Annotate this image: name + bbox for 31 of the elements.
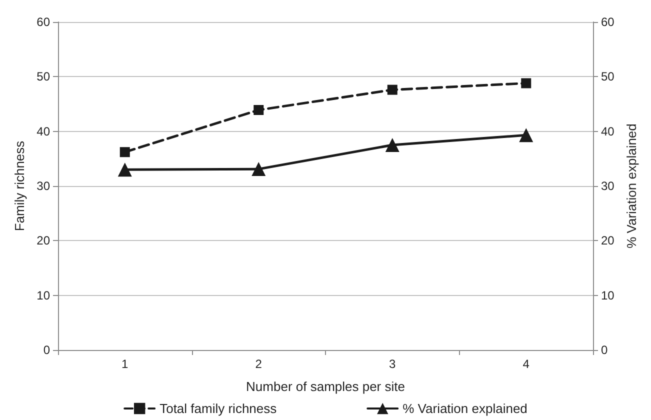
point — [387, 84, 398, 95]
legend-label: Total family richness — [160, 401, 278, 416]
y-tick-label: 20 — [36, 234, 50, 248]
y-axis-title: Family richness — [12, 140, 27, 232]
x-tick-label: 1 — [122, 357, 129, 371]
y2-tick-label: 60 — [601, 15, 615, 29]
y-tick-label: 30 — [36, 179, 50, 193]
x-tick-label: 3 — [389, 357, 396, 371]
y-tick-label: 0 — [43, 343, 50, 357]
y-tick-label: 50 — [36, 70, 50, 84]
y2-axis-title: % Variation explained — [624, 124, 640, 248]
x-tick-label: 2 — [255, 357, 262, 371]
y2-tick-label: 30 — [601, 179, 615, 193]
point — [252, 162, 266, 176]
x-tick-label: 4 — [522, 357, 530, 371]
point — [385, 138, 400, 152]
y-tick-label: 40 — [36, 124, 50, 138]
y2-tick-label: 10 — [601, 288, 615, 302]
y-tick-label: 60 — [36, 15, 50, 29]
x-axis-title: Number of samples per site — [246, 379, 405, 394]
y2-tick-label: 0 — [601, 343, 608, 357]
y-tick-label: 10 — [36, 288, 50, 302]
point — [120, 147, 130, 158]
legend-label: % Variation explained — [402, 401, 528, 416]
point — [118, 162, 132, 177]
point — [521, 78, 532, 88]
y2-tick-label: 50 — [601, 70, 615, 84]
point — [519, 128, 534, 142]
y2-tick-label: 20 — [601, 234, 615, 248]
point — [254, 105, 264, 116]
y2-tick-label: 40 — [601, 124, 615, 138]
